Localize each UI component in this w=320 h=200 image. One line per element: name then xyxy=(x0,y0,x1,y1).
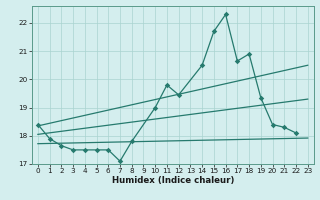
X-axis label: Humidex (Indice chaleur): Humidex (Indice chaleur) xyxy=(112,176,234,185)
